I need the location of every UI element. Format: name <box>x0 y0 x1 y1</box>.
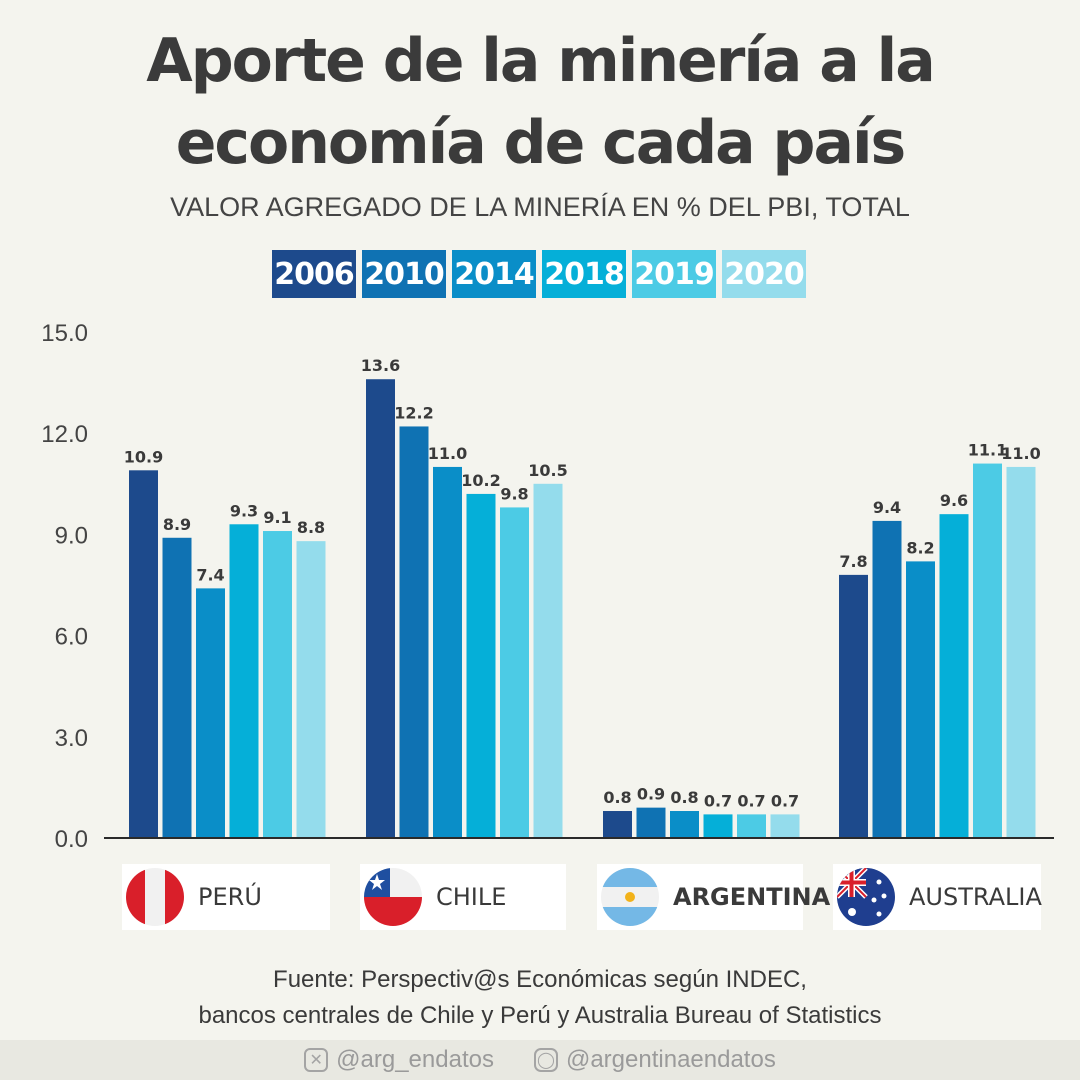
chart-subtitle: VALOR AGREGADO DE LA MINERÍA EN % DEL PB… <box>170 192 910 222</box>
bar <box>466 493 496 838</box>
bar <box>703 814 733 838</box>
legend: 2006 2010 2014 2018 2019 2020 <box>272 250 806 298</box>
legend-2006: 2006 <box>272 250 356 298</box>
y-tick-label: 15.0 <box>41 320 88 347</box>
twitter-handle-text: @arg_endatos <box>336 1046 494 1073</box>
country-card-chile: CHILE <box>360 864 566 930</box>
bar <box>162 537 192 838</box>
bar <box>533 483 563 838</box>
legend-2019: 2019 <box>632 250 716 298</box>
twitter-handle[interactable]: ✕ @arg_endatos <box>304 1046 494 1074</box>
bar-value-label: 10.9 <box>124 447 163 466</box>
bar <box>229 524 259 838</box>
bar-value-label: 9.3 <box>230 501 258 520</box>
y-tick-label: 0.0 <box>55 826 88 853</box>
chart-title-line-2: economía de cada país <box>175 108 907 178</box>
bar <box>603 811 632 838</box>
legend-2018: 2018 <box>542 250 626 298</box>
bar <box>770 814 800 838</box>
y-tick-label: 9.0 <box>55 522 88 549</box>
y-tick-label: 12.0 <box>41 421 88 448</box>
bar-value-label: 9.1 <box>263 508 291 527</box>
bar-value-label: 9.4 <box>873 498 901 517</box>
bar-value-label: 8.8 <box>297 518 325 537</box>
bar-value-label: 8.2 <box>906 538 934 557</box>
instagram-handle[interactable]: ◯ @argentinaendatos <box>533 1046 776 1074</box>
bar <box>500 507 529 838</box>
bar <box>906 561 935 838</box>
country-label-argentina: ARGENTINA <box>673 883 831 911</box>
peru-flag-icon <box>126 868 184 926</box>
bar <box>129 470 158 838</box>
bar-value-label: 11.1 <box>968 441 1007 460</box>
legend-2020: 2020 <box>722 250 806 298</box>
bar <box>636 807 666 838</box>
bar-value-label: 8.9 <box>163 515 191 534</box>
bar-value-label: 0.8 <box>603 788 631 807</box>
instagram-handle-text: @argentinaendatos <box>565 1046 776 1073</box>
bar-value-label: 7.8 <box>839 552 867 571</box>
bar-value-label: 10.5 <box>528 461 567 480</box>
bar-chart: 0.0 3.0 6.0 9.0 12.0 15.0 10.9 8.9 7.4 9.3 9.1 8.8 1… <box>41 320 1054 853</box>
bar <box>939 514 969 838</box>
country-label-peru: PERÚ <box>198 883 262 911</box>
bar-value-label: 11.0 <box>428 444 467 463</box>
source-note: Fuente: Perspectiv@s Económicas según IN… <box>0 962 1080 1034</box>
bar <box>670 811 699 838</box>
bar-value-label: 9.8 <box>500 484 528 503</box>
bar <box>263 531 292 838</box>
chart-title-line-1: Aporte de la minería a la <box>146 26 935 96</box>
country-label-chile: CHILE <box>436 883 507 911</box>
bar-value-label: 0.8 <box>670 788 698 807</box>
bar <box>737 814 766 838</box>
bar-value-label: 0.7 <box>771 791 799 810</box>
bar <box>196 588 225 838</box>
australia-flag-icon <box>837 868 895 926</box>
country-card-australia: AUSTRALIA <box>833 864 1042 930</box>
footer: ✕ @arg_endatos ◯ @argentinaendatos <box>0 1040 1080 1080</box>
bar-value-label: 13.6 <box>361 356 400 375</box>
chile-flag-icon <box>364 868 422 926</box>
source-line-2: bancos centrales de Chile y Perú y Austr… <box>198 1002 882 1029</box>
country-card-peru: PERÚ <box>122 864 330 930</box>
bar <box>839 574 868 838</box>
bar <box>1006 466 1036 838</box>
bar <box>872 520 902 838</box>
bar-value-label: 11.0 <box>1001 444 1040 463</box>
legend-2010: 2010 <box>362 250 446 298</box>
bar-value-label: 12.2 <box>394 403 433 422</box>
y-tick-label: 3.0 <box>55 725 88 752</box>
bar <box>366 379 395 838</box>
y-tick-label: 6.0 <box>55 624 88 651</box>
bar-value-label: 10.2 <box>461 471 500 490</box>
source-line-1: Fuente: Perspectiv@s Económicas según IN… <box>273 966 807 993</box>
bar <box>296 541 326 838</box>
country-label-australia: AUSTRALIA <box>909 883 1042 911</box>
bar <box>399 426 429 838</box>
instagram-icon: ◯ <box>533 1048 558 1072</box>
bar-value-label: 0.7 <box>737 791 765 810</box>
bar-value-label: 7.4 <box>196 565 224 584</box>
x-twitter-icon: ✕ <box>304 1048 329 1072</box>
bar-value-label: 9.6 <box>940 491 968 510</box>
bar <box>973 463 1002 838</box>
legend-2014: 2014 <box>452 250 536 298</box>
bar-value-label: 0.7 <box>704 791 732 810</box>
argentina-flag-icon <box>601 868 659 926</box>
country-card-argentina: ARGENTINA <box>597 864 830 930</box>
bar <box>433 466 462 838</box>
bar-value-label: 0.9 <box>637 785 665 804</box>
